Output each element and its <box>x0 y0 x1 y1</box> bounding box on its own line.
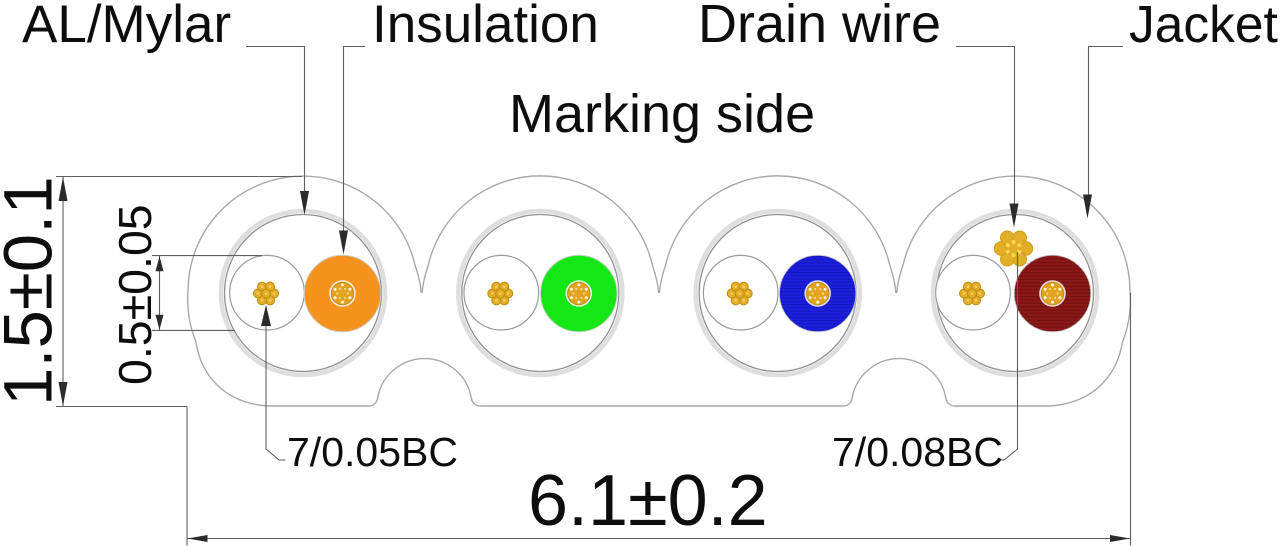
svg-text:1.5±0.1: 1.5±0.1 <box>0 176 67 406</box>
svg-text:Marking side: Marking side <box>509 84 815 144</box>
svg-text:7/0.05BC: 7/0.05BC <box>287 429 458 475</box>
svg-text:Drain wire: Drain wire <box>698 0 941 54</box>
svg-text:0.5±0.05: 0.5±0.05 <box>109 204 161 385</box>
svg-text:7/0.08BC: 7/0.08BC <box>832 429 1003 475</box>
svg-text:Insulation: Insulation <box>372 0 599 54</box>
svg-text:Jacket: Jacket <box>1129 0 1278 53</box>
svg-text:6.1±0.2: 6.1±0.2 <box>528 461 768 541</box>
svg-text:AL/Mylar: AL/Mylar <box>22 0 231 54</box>
